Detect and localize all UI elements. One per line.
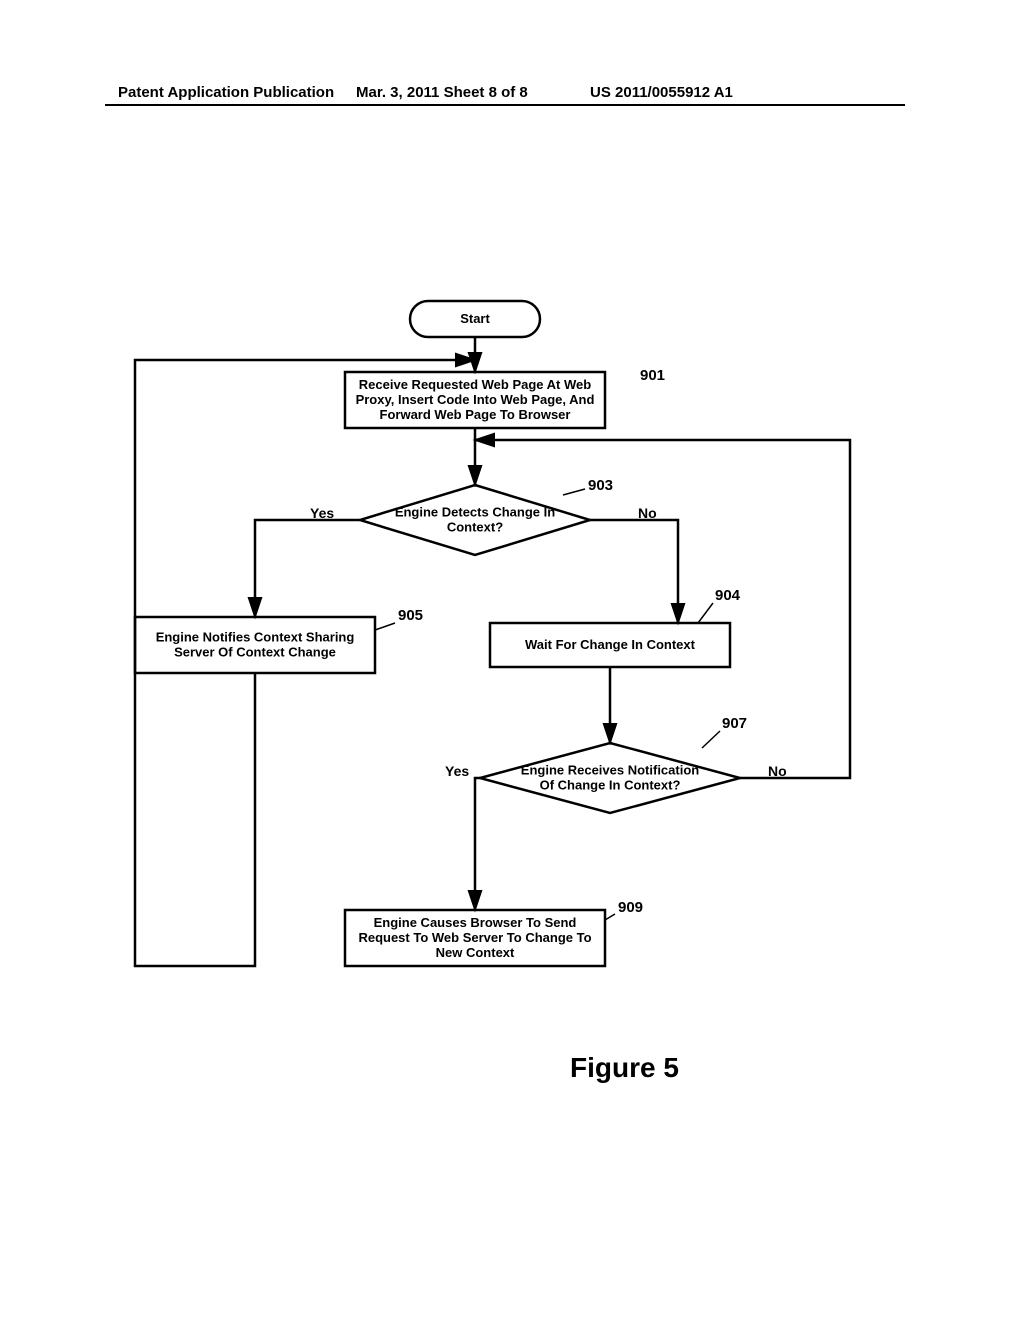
- edge-4: [255, 520, 360, 617]
- node-d903-yes: Yes: [310, 505, 334, 521]
- node-d907-no: No: [768, 763, 787, 779]
- node-start: Start: [410, 301, 540, 337]
- edge-10: [375, 623, 395, 630]
- node-n901: Receive Requested Web Page At WebProxy, …: [345, 367, 665, 428]
- ref-907: 907: [722, 715, 747, 732]
- node-n901-line2: Forward Web Page To Browser: [380, 407, 571, 422]
- node-n909-line1: Request To Web Server To Change To: [358, 930, 591, 945]
- edge-8: [563, 489, 585, 495]
- node-d907-line1: Of Change In Context?: [540, 778, 681, 793]
- node-n905-line0: Engine Notifies Context Sharing: [156, 630, 355, 645]
- edge-3: [590, 520, 678, 623]
- ref-904: 904: [715, 587, 741, 604]
- node-start-line0: Start: [460, 311, 490, 326]
- ref-905: 905: [398, 607, 423, 624]
- node-d907-line0: Engine Receives Notification: [521, 763, 699, 778]
- ref-901: 901: [640, 367, 665, 384]
- node-d907: Engine Receives NotificationOf Change In…: [445, 715, 787, 813]
- node-n901-line0: Receive Requested Web Page At Web: [359, 377, 591, 392]
- node-d907-yes: Yes: [445, 763, 469, 779]
- ref-903: 903: [588, 477, 613, 494]
- node-d903-line1: Context?: [447, 520, 503, 535]
- edge-11: [702, 731, 720, 748]
- edge-6: [475, 440, 850, 778]
- edge-12: [605, 914, 615, 920]
- node-n904-line0: Wait For Change In Context: [525, 637, 696, 652]
- edge-9: [698, 603, 713, 623]
- node-n904: Wait For Change In Context 904: [490, 587, 741, 667]
- node-d903: Engine Detects Change InContext? 903 Yes No: [310, 477, 657, 555]
- node-n909: Engine Causes Browser To SendRequest To …: [345, 899, 643, 966]
- node-d903-line0: Engine Detects Change In: [395, 505, 555, 520]
- node-n909-line2: New Context: [436, 945, 515, 960]
- figure-label: Figure 5: [570, 1052, 679, 1084]
- edge-7: [475, 778, 480, 910]
- node-n901-line1: Proxy, Insert Code Into Web Page, And: [356, 392, 595, 407]
- flowchart: Start Receive Requested Web Page At WebPr…: [0, 0, 1024, 1320]
- node-d903-no: No: [638, 505, 657, 521]
- page: Patent Application Publication Mar. 3, 2…: [0, 0, 1024, 1320]
- node-n909-line0: Engine Causes Browser To Send: [374, 915, 577, 930]
- node-n905-line1: Server Of Context Change: [174, 645, 336, 660]
- node-n905: Engine Notifies Context SharingServer Of…: [135, 607, 423, 673]
- ref-909: 909: [618, 899, 643, 916]
